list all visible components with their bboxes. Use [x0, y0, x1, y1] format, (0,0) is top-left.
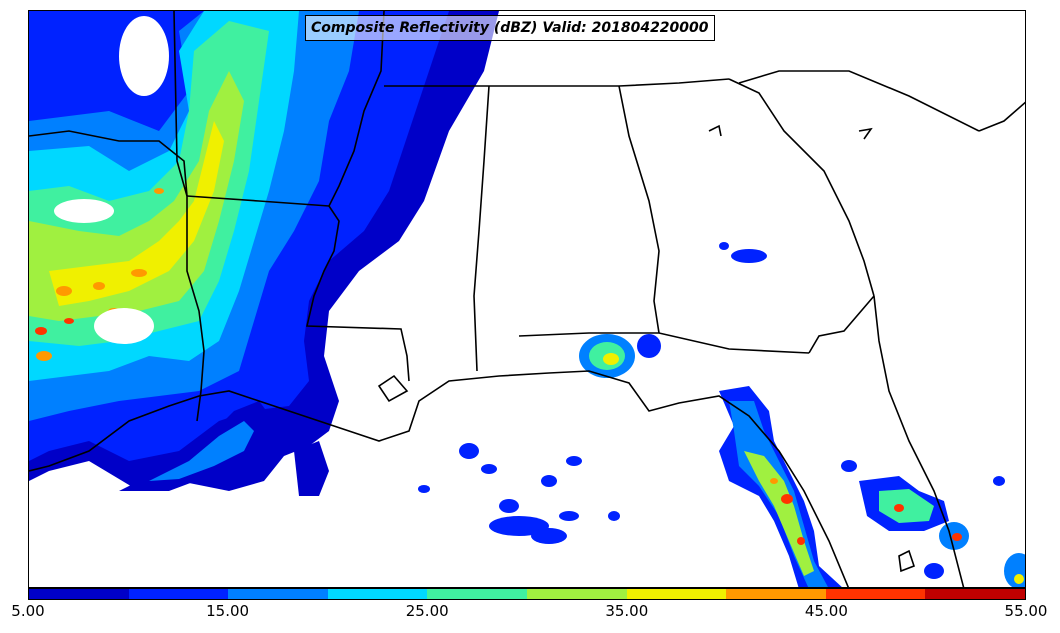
colorbar-tick-label: 5.00 — [11, 602, 45, 620]
radar-echo-central-gulf-coast — [579, 334, 661, 378]
colorbar-tick-label: 35.00 — [605, 602, 649, 620]
colorbar-segment — [925, 589, 1025, 599]
reflectivity-map — [29, 11, 1025, 587]
radar-echo-west — [29, 11, 499, 496]
echo-dbz-30 — [29, 71, 244, 321]
colorbar-segment — [327, 589, 428, 599]
echo-cores-west — [35, 188, 164, 361]
colorbar-segment — [128, 589, 229, 599]
colorbar-segment — [825, 589, 926, 599]
colorbar-tick-labels: 5.00 15.00 25.00 35.00 45.00 55.00 — [0, 600, 1060, 630]
colorbar — [28, 588, 1026, 600]
geographic-boundaries — [29, 11, 1025, 587]
radar-echo-florida-line — [719, 386, 1025, 587]
echo-gulf-band — [119, 401, 274, 491]
colorbar-segment — [29, 589, 129, 599]
colorbar-tick-label: 25.00 — [405, 602, 449, 620]
colorbar-segment — [526, 589, 627, 599]
radar-echo-gulf-scattered — [418, 242, 767, 544]
colorbar-segment — [726, 589, 826, 599]
colorbar-segment — [228, 589, 328, 599]
colorbar-tick-label: 55.00 — [1004, 602, 1048, 620]
map-panel — [28, 10, 1026, 588]
colorbar-tick-label: 45.00 — [804, 602, 848, 620]
map-title: Composite Reflectivity (dBZ) Valid: 2018… — [305, 15, 715, 41]
colorbar-segment — [427, 589, 527, 599]
colorbar-tick-label: 15.00 — [206, 602, 250, 620]
colorbar-segment — [626, 589, 727, 599]
